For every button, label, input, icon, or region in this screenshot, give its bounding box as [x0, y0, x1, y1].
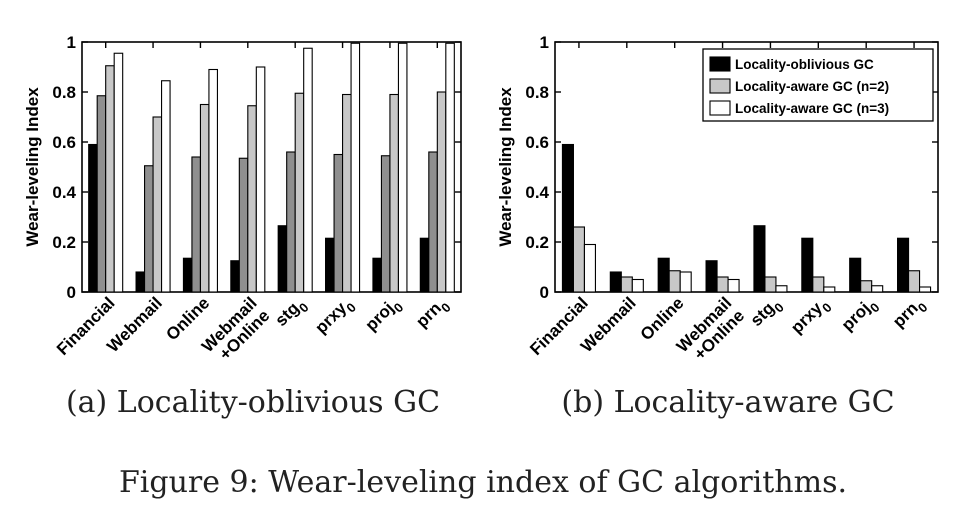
bar — [860, 280, 873, 293]
bar — [631, 278, 644, 293]
x-tick-label: prxy0 — [787, 293, 834, 340]
legend-swatch — [709, 78, 731, 94]
bar — [823, 286, 836, 293]
bar — [372, 257, 382, 293]
x-tick-label: prn0 — [889, 293, 930, 334]
y-tick-label: 0.4 — [52, 183, 76, 202]
bar — [609, 271, 622, 293]
bar — [286, 151, 296, 293]
bar — [191, 156, 201, 293]
bar — [350, 42, 361, 293]
bar — [668, 270, 681, 293]
bar — [277, 225, 288, 293]
y-tick-label: 0.2 — [525, 233, 549, 252]
y-tick-label: 1 — [540, 33, 549, 52]
bar — [199, 103, 210, 293]
x-tick-label: prn0 — [412, 293, 453, 334]
bar — [380, 155, 391, 293]
bar — [161, 80, 171, 293]
bar — [849, 257, 862, 293]
bar — [144, 165, 154, 293]
bar — [230, 260, 240, 293]
legend: Locality-oblivious GC Locality-aware GC (… — [702, 48, 934, 122]
bar — [88, 143, 98, 293]
bar — [919, 286, 932, 293]
bar — [657, 257, 670, 293]
bar — [333, 153, 344, 293]
x-tick-label: stg0 — [747, 293, 787, 333]
bar — [908, 270, 921, 293]
legend-label: Locality-aware GC (n=2) — [735, 79, 889, 94]
y-tick-label: 0.6 — [52, 133, 76, 152]
bar — [716, 276, 729, 293]
bar — [445, 42, 455, 293]
y-tick-label: 1 — [67, 33, 76, 52]
y-tick-label: 0.6 — [525, 133, 549, 152]
bar — [897, 237, 910, 293]
plot-frame — [81, 41, 462, 293]
x-tick-label: prxy0 — [311, 293, 358, 340]
bar — [208, 68, 218, 293]
legend-swatch — [709, 56, 731, 72]
y-tick-label: 0 — [67, 283, 76, 302]
bar — [255, 66, 266, 293]
y-tick-label: 0.2 — [52, 233, 76, 252]
bar — [705, 260, 718, 293]
bar — [871, 285, 884, 293]
y-tick-label: 0.8 — [52, 83, 76, 102]
bar — [775, 285, 788, 293]
x-tick-label: Financial — [526, 293, 592, 359]
y-tick-label: 0.4 — [525, 183, 549, 202]
bar — [247, 105, 257, 293]
bar — [419, 237, 430, 293]
bar — [96, 95, 107, 293]
y-axis-label: Wear-leveling Index — [496, 87, 515, 247]
legend-box — [702, 48, 934, 122]
plot-frame — [554, 41, 939, 293]
bar — [294, 92, 305, 293]
bar — [812, 276, 825, 293]
bar — [397, 42, 408, 293]
bar — [152, 116, 163, 293]
bar — [620, 276, 633, 293]
legend-label: Locality-aware GC (n=3) — [735, 101, 889, 116]
bar — [113, 52, 124, 293]
legend-swatch — [709, 100, 731, 116]
x-tick-label: proj0 — [838, 293, 883, 338]
bar — [561, 143, 574, 293]
chart-b: 0 0.2 0.4 0.6 0.8 1 Wear-leveling Index Financi… — [496, 33, 939, 364]
bar — [325, 237, 335, 293]
bar — [182, 257, 193, 293]
bar — [572, 226, 585, 293]
figure-caption: Figure 9: Wear-leveling index of GC algo… — [119, 465, 847, 500]
legend-label: Locality-oblivious GC — [735, 57, 874, 72]
bar — [753, 225, 766, 293]
bar — [727, 278, 740, 293]
bar — [428, 151, 438, 293]
bar — [679, 271, 692, 293]
bar — [303, 47, 313, 293]
bar — [342, 93, 352, 293]
y-tick-label: 0.8 — [525, 83, 549, 102]
bar — [135, 271, 146, 293]
y-axis-label: Wear-leveling Index — [23, 87, 42, 247]
bar — [436, 91, 447, 293]
bar — [801, 237, 814, 293]
caption-a: (a) Locality-oblivious GC — [66, 385, 440, 420]
x-tick-label: stg0 — [271, 293, 311, 333]
bar — [583, 243, 596, 293]
bar — [389, 93, 399, 293]
x-tick-label-base: Financial — [526, 293, 592, 359]
y-tick-label: 0 — [540, 283, 549, 302]
bar — [764, 276, 777, 293]
x-tick-label: proj0 — [362, 293, 407, 338]
bar — [105, 65, 115, 293]
caption-b: (b) Locality-aware GC — [561, 385, 894, 420]
bar — [238, 157, 249, 293]
